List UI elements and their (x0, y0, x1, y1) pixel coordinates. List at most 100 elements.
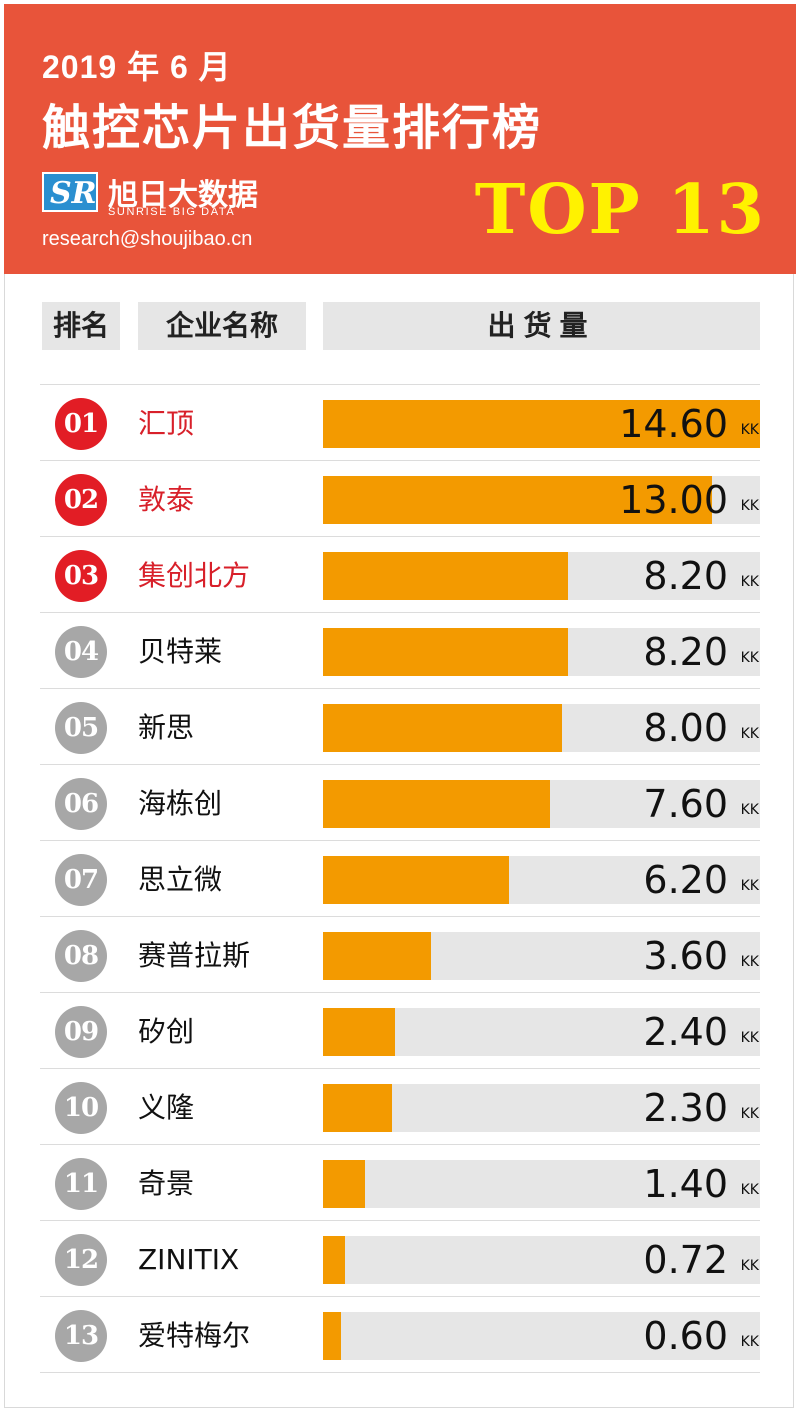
rank-badge: 05 (55, 702, 107, 754)
bar (323, 780, 550, 828)
bar-track (323, 1084, 760, 1132)
bar (323, 704, 562, 752)
unit-label: KK (740, 574, 759, 590)
bar-track (323, 856, 760, 904)
ranking-row: 01 汇顶 14.60 KK (0, 384, 800, 460)
logo-english-name: SUNRISE BIG DATA (108, 206, 236, 218)
unit-label: KK (740, 422, 759, 438)
company-name: 矽创 (138, 1015, 195, 1048)
ranking-row: 13 爱特梅尔 0.60 KK (0, 1296, 800, 1372)
logo-mark-text: SR (50, 176, 97, 211)
unit-label: KK (740, 1030, 759, 1046)
bar (323, 400, 760, 448)
row-divider (40, 460, 760, 461)
header-banner: 2019 年 6 月 触控芯片出货量排行榜 SR 旭日大数据 SUNRISE B… (4, 4, 796, 274)
bar (323, 1312, 341, 1360)
value-label: 3.60 (643, 934, 728, 978)
rank-badge: 06 (55, 778, 107, 830)
value-label: 2.40 (643, 1010, 728, 1054)
row-divider (40, 1372, 760, 1373)
ranking-row: 03 集创北方 8.20 KK (0, 536, 800, 612)
bar (323, 1236, 345, 1284)
ranking-row: 07 思立微 6.20 KK (0, 840, 800, 916)
ranking-row: 10 义隆 2.30 KK (0, 1068, 800, 1144)
rank-badge: 02 (55, 474, 107, 526)
row-divider (40, 384, 760, 385)
sr-logo-icon: SR (42, 172, 98, 212)
unit-label: KK (740, 498, 759, 514)
bar-track (323, 476, 760, 524)
row-divider (40, 916, 760, 917)
unit-label: KK (740, 802, 759, 818)
company-name: ZINITIX (138, 1243, 240, 1276)
top-label: TOP 13 (474, 170, 766, 250)
company-name: 义隆 (138, 1091, 195, 1124)
value-label: 7.60 (643, 782, 728, 826)
company-name: 奇景 (138, 1167, 195, 1200)
company-name: 赛普拉斯 (138, 939, 251, 972)
bar (323, 1084, 392, 1132)
bar (323, 1008, 395, 1056)
bar (323, 476, 712, 524)
rank-badge: 12 (55, 1234, 107, 1286)
row-divider (40, 764, 760, 765)
row-divider (40, 1220, 760, 1221)
ranking-row: 11 奇景 1.40 KK (0, 1144, 800, 1220)
bar (323, 856, 509, 904)
bar-track (323, 780, 760, 828)
value-label: 0.72 (643, 1238, 728, 1282)
value-label: 1.40 (643, 1162, 728, 1206)
value-label: 8.20 (643, 630, 728, 674)
unit-label: KK (740, 878, 759, 894)
ranking-row: 08 赛普拉斯 3.60 KK (0, 916, 800, 992)
value-label: 13.00 (619, 478, 728, 522)
ranking-row: 04 贝特莱 8.20 KK (0, 612, 800, 688)
value-label: 0.60 (643, 1314, 728, 1358)
rank-badge: 01 (55, 398, 107, 450)
row-divider (40, 840, 760, 841)
unit-label: KK (740, 1182, 759, 1198)
unit-label: KK (740, 726, 759, 742)
unit-label: KK (740, 650, 759, 666)
unit-label: KK (740, 1106, 759, 1122)
unit-label: KK (740, 1334, 759, 1350)
row-divider (40, 1144, 760, 1145)
unit-label: KK (740, 954, 759, 970)
row-divider (40, 536, 760, 537)
column-header-rank: 排名 (42, 302, 120, 350)
bar (323, 1160, 365, 1208)
company-name: 贝特莱 (138, 635, 223, 668)
rank-badge: 09 (55, 1006, 107, 1058)
row-divider (40, 1068, 760, 1069)
rank-badge: 13 (55, 1310, 107, 1362)
bar-track (323, 628, 760, 676)
bar-track (323, 704, 760, 752)
bar-track (323, 932, 760, 980)
rank-badge: 11 (55, 1158, 107, 1210)
bar (323, 628, 568, 676)
value-label: 6.20 (643, 858, 728, 902)
contact-email: research@shoujibao.cn (42, 228, 253, 250)
row-divider (40, 992, 760, 993)
row-divider (40, 612, 760, 613)
company-name: 集创北方 (138, 559, 251, 592)
company-name: 思立微 (138, 863, 223, 896)
rank-badge: 08 (55, 930, 107, 982)
ranking-row: 12 ZINITIX 0.72 KK (0, 1220, 800, 1296)
unit-label: KK (740, 1258, 759, 1274)
bar-track (323, 1160, 760, 1208)
rank-badge: 07 (55, 854, 107, 906)
column-header-value: 出货量 (323, 302, 760, 350)
ranking-row: 02 敦泰 13.00 KK (0, 460, 800, 536)
company-name: 新思 (138, 711, 195, 744)
company-name: 海栋创 (138, 787, 223, 820)
bar (323, 552, 568, 600)
value-label: 8.20 (643, 554, 728, 598)
company-name: 汇顶 (138, 407, 195, 440)
value-label: 2.30 (643, 1086, 728, 1130)
report-date: 2019 年 6 月 (42, 49, 232, 85)
rank-badge: 04 (55, 626, 107, 678)
table-frame (4, 274, 794, 1408)
bar-track (323, 1312, 760, 1360)
column-header-name: 企业名称 (138, 302, 306, 350)
